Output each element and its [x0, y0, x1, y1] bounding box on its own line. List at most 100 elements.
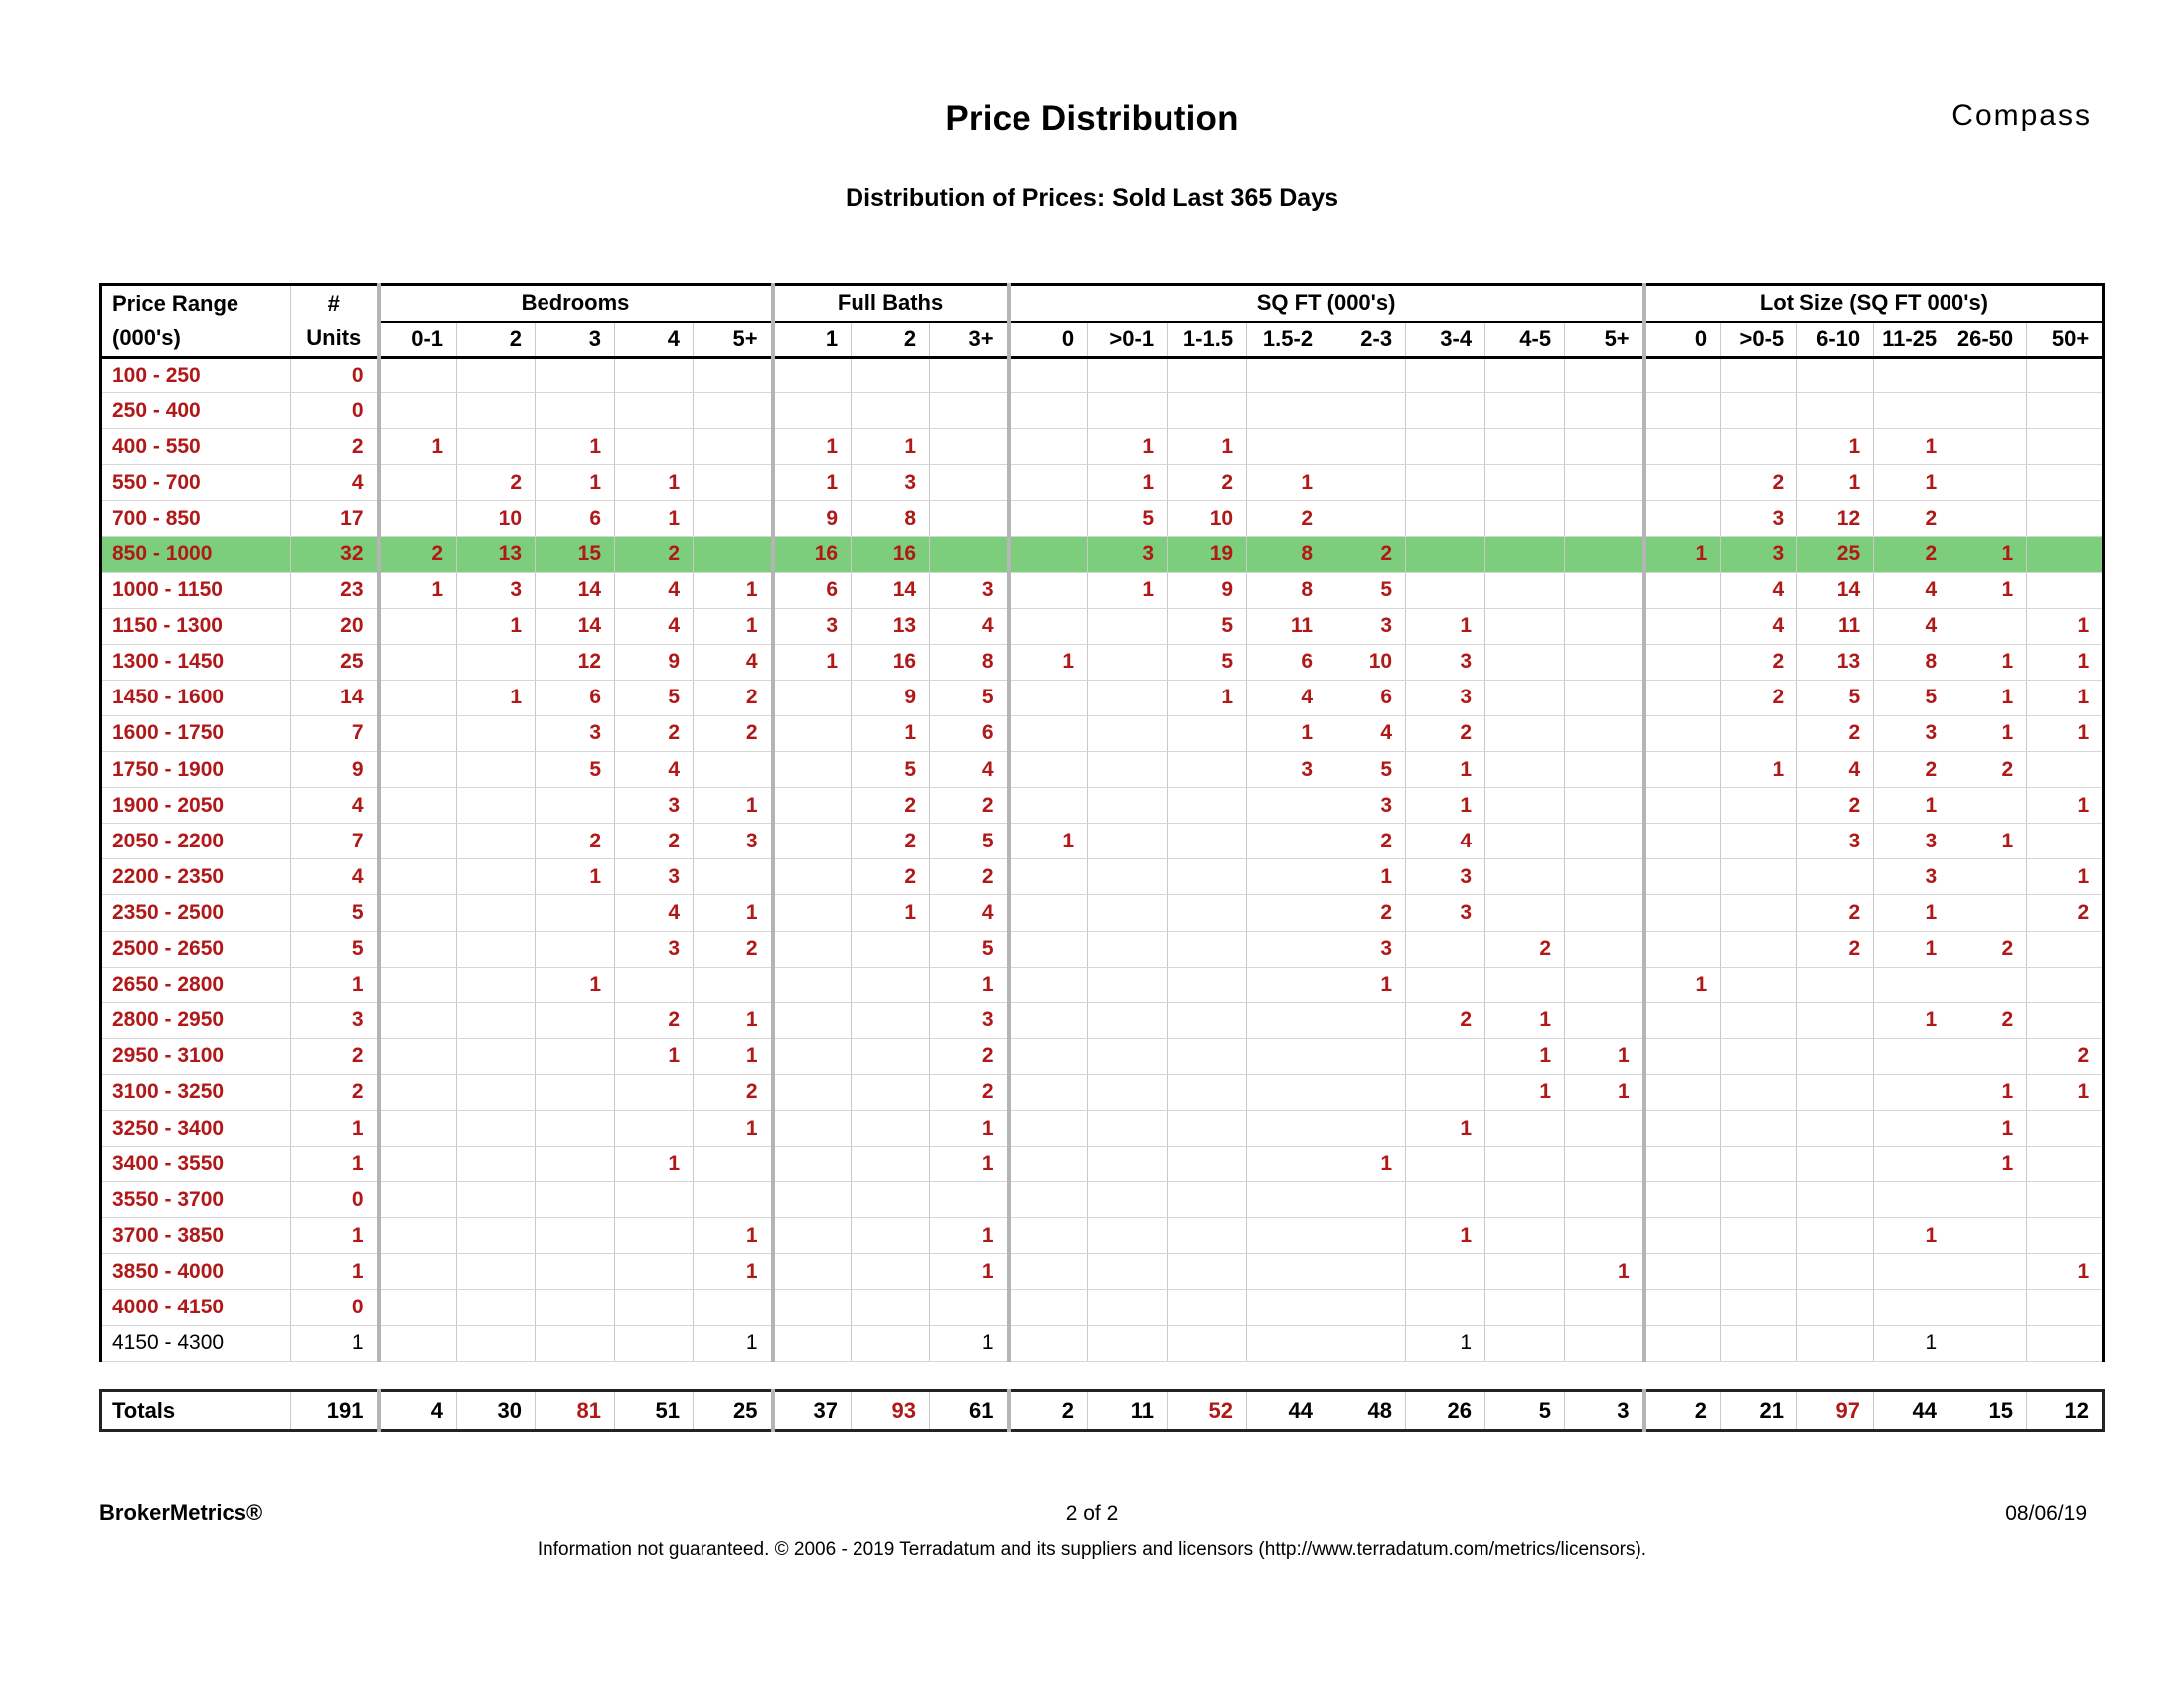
group-header-lot-size-sq-ft-000-s: Lot Size (SQ FT 000's) [1643, 284, 2104, 323]
value-cell [1008, 536, 1089, 573]
price-range-cell: 3550 - 3700 [100, 1181, 291, 1219]
value-cell [772, 787, 853, 825]
value-cell [1087, 1146, 1169, 1183]
value-cell [1246, 787, 1327, 825]
value-cell: 1 [1564, 1074, 1646, 1111]
value-cell: 1 [1950, 680, 2028, 716]
value-cell: 3 [851, 464, 931, 502]
value-cell [1796, 357, 1875, 394]
value-cell: 2 [614, 536, 694, 573]
value-cell: 2 [1167, 464, 1248, 502]
value-cell [2026, 1146, 2104, 1183]
value-cell [378, 1289, 457, 1326]
value-cell [378, 787, 457, 825]
value-cell [1564, 1110, 1646, 1148]
value-cell: 5 [614, 680, 694, 716]
value-cell [1950, 1181, 2028, 1219]
units-cell: 17 [290, 500, 381, 537]
value-cell [1484, 1110, 1566, 1148]
value-cell: 16 [851, 536, 931, 573]
value-cell [1246, 931, 1327, 968]
value-cell: 1 [535, 464, 615, 502]
value-cell: 2 [693, 1074, 775, 1111]
value-cell: 1 [1484, 1002, 1566, 1039]
value-cell: 2 [614, 715, 694, 753]
table-row: 850 - 1000 32 2 13 15 2 16 16 3 19 8 2 1 3 25 2 1 [100, 536, 2104, 573]
units-cell: 23 [290, 572, 381, 609]
value-cell [851, 1146, 931, 1183]
value-cell: 3 [614, 931, 694, 968]
table-row: 1300 - 1450 25 12 9 4 1 16 8 1 5 6 10 3 2 13 8 1 1 [100, 644, 2104, 681]
price-range-cell: 4000 - 4150 [100, 1289, 291, 1326]
value-cell [1326, 1217, 1407, 1255]
value-cell [1167, 1289, 1248, 1326]
value-cell: 1 [1950, 536, 2028, 573]
value-cell [1246, 1110, 1327, 1148]
column-header-lot-size-sq-ft-000-s-0-5: >0-5 [1720, 321, 1798, 359]
value-cell: 2 [1873, 751, 1951, 789]
value-cell [1008, 787, 1089, 825]
value-cell: 2 [614, 823, 694, 860]
value-cell [1720, 1038, 1798, 1075]
value-cell: 2 [1326, 536, 1407, 573]
value-cell [1720, 1074, 1798, 1111]
value-cell: 4 [1873, 572, 1951, 609]
value-cell [456, 1074, 536, 1111]
value-cell [772, 858, 853, 896]
value-cell: 2 [1246, 500, 1327, 537]
value-cell [2026, 428, 2104, 466]
value-cell [1405, 1074, 1486, 1111]
value-cell: 2 [1326, 894, 1407, 932]
value-cell: 10 [1167, 500, 1248, 537]
value-cell [1564, 787, 1646, 825]
value-cell: 1 [772, 464, 853, 502]
value-cell [772, 715, 853, 753]
value-cell [1643, 572, 1722, 609]
value-cell [1873, 1074, 1951, 1111]
value-cell [1167, 787, 1248, 825]
value-cell [535, 1253, 615, 1291]
totals-value-cell: 44 [1873, 1390, 1950, 1431]
totals-value-cell: 30 [456, 1390, 536, 1431]
value-cell: 13 [456, 536, 536, 573]
value-cell: 2 [929, 1038, 1011, 1075]
value-cell: 1 [1873, 787, 1951, 825]
value-cell [1484, 787, 1566, 825]
value-cell [378, 931, 457, 968]
disclaimer-text: Information not guaranteed. © 2006 - 201… [537, 1539, 1647, 1560]
value-cell: 2 [1950, 931, 2028, 968]
value-cell [1167, 751, 1248, 789]
value-cell: 2 [456, 464, 536, 502]
price-range-cell: 700 - 850 [100, 500, 291, 537]
group-header-bedrooms: Bedrooms [378, 284, 775, 323]
value-cell [456, 1253, 536, 1291]
value-cell [378, 500, 457, 537]
value-cell [2026, 1110, 2104, 1148]
value-cell [1246, 1289, 1327, 1326]
value-cell: 1 [2026, 608, 2104, 645]
value-cell: 9 [772, 500, 853, 537]
value-cell: 14 [535, 572, 615, 609]
value-cell [456, 823, 536, 860]
value-cell: 2 [929, 858, 1011, 896]
units-cell: 2 [290, 428, 381, 466]
value-cell [1643, 931, 1722, 968]
table-row: 3400 - 3550 1 1 1 1 1 [100, 1146, 2104, 1183]
value-cell [851, 357, 931, 394]
totals-value-cell: 97 [1796, 1390, 1874, 1431]
value-cell [1246, 967, 1327, 1003]
value-cell: 1 [772, 644, 853, 681]
value-cell: 4 [1326, 715, 1407, 753]
value-cell: 2 [1796, 931, 1875, 968]
value-cell: 4 [1720, 572, 1798, 609]
value-cell [378, 357, 457, 394]
value-cell [1484, 572, 1566, 609]
value-cell [1087, 1110, 1169, 1148]
value-cell [1326, 1002, 1407, 1039]
value-cell [1326, 1253, 1407, 1291]
units-cell: 25 [290, 644, 381, 681]
value-cell [1720, 1002, 1798, 1039]
group-header-sq-ft-000-s: SQ FT (000's) [1008, 284, 1646, 323]
value-cell [1008, 392, 1089, 430]
